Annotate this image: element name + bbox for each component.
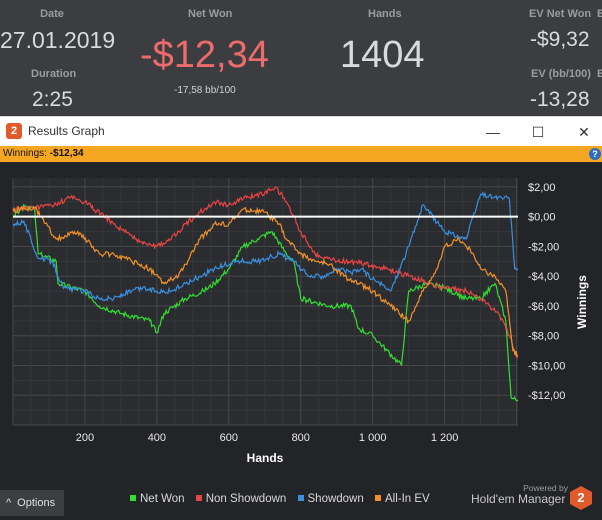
y-tick-label: -$4,00 [528, 271, 559, 283]
stat-hands-value: 1404 [340, 34, 425, 76]
x-tick-label: 200 [76, 432, 94, 444]
stat-duration-value: 2:25 [32, 88, 73, 111]
x-tick-label: 1 000 [359, 432, 387, 444]
window-titlebar[interactable]: 2 Results Graph — ☐ ✕ [0, 116, 602, 146]
grid-lines [12, 178, 518, 426]
stat-duration-label: Duration [31, 68, 77, 80]
y-tick-label: -$12,00 [528, 390, 565, 402]
stat-net-won-value: -$12,34 [140, 34, 269, 76]
legend-item-non-showdown[interactable]: Non Showdown [195, 493, 287, 505]
legend-swatch-net-won [130, 494, 136, 501]
y-axis-label: Winnings [575, 275, 589, 329]
legend-swatch-showdown [297, 494, 304, 501]
legend-item-net-won[interactable]: Net Won [130, 493, 185, 505]
stat-date-label: Date [40, 8, 64, 20]
x-tick-label: 600 [220, 432, 238, 444]
legend-label-net-won: Net Won [140, 493, 185, 505]
stat-ev-net-won-label: EV Net Won [529, 8, 592, 20]
stat-cut-label-1: B [597, 8, 602, 20]
stat-ev-net-won-value: -$9,32 [530, 28, 590, 51]
options-button[interactable]: ^ Options [0, 490, 64, 516]
legend-swatch-non-showdown [195, 494, 202, 501]
winnings-summary: Winnings: -$12,34 [3, 148, 84, 159]
legend-swatch-all-in-ev [374, 494, 381, 501]
maximize-button[interactable]: ☐ [531, 124, 545, 140]
legend-item-all-in-ev[interactable]: All-In EV [374, 493, 430, 505]
y-tick-label: -$2,00 [528, 241, 559, 253]
chart-legend: Net Won Non Showdown Showdown All-In EV [130, 493, 438, 509]
series-line-non-showdown [12, 186, 519, 359]
legend-item-showdown[interactable]: Showdown [297, 493, 364, 505]
y-tick-label: $0,00 [528, 212, 556, 224]
legend-label-all-in-ev: All-In EV [384, 493, 430, 505]
legend-label-non-showdown: Non Showdown [205, 493, 287, 505]
y-tick-label: $2,00 [528, 182, 556, 194]
stat-date: Date [27, 8, 77, 20]
series-lines [12, 186, 519, 402]
help-icon[interactable]: ? [589, 148, 601, 160]
series-line-showdown [12, 191, 519, 302]
winnings-summary-value: -$12,34 [49, 148, 84, 159]
x-tick-label: 1 200 [431, 432, 459, 444]
results-graph-window: 2 Results Graph — ☐ ✕ Winnings: -$12,34 … [0, 116, 602, 520]
brand-logo-icon: 2 [570, 486, 592, 510]
stat-date-value: 27.01.2019 [0, 27, 116, 53]
y-tick-label: -$10,00 [528, 360, 565, 372]
legend-label-showdown: Showdown [307, 493, 364, 505]
stat-hands-label: Hands [368, 8, 402, 20]
brand-name: Hold'em Manager [471, 492, 566, 506]
chevron-up-icon: ^ [6, 497, 12, 509]
powered-by-text: Powered by [523, 483, 568, 493]
stat-net-won-label: Net Won [188, 8, 233, 20]
series-line-all-in-ev [12, 205, 519, 358]
close-button[interactable]: ✕ [578, 124, 590, 140]
results-chart: $2,00 $0,00 -$2,00 -$4,00 -$6,00 -$8,00 -$10,0… [12, 178, 589, 465]
y-axis-ticks: $2,00 $0,00 -$2,00 -$4,00 -$6,00 -$8,00 -$10,0… [528, 182, 565, 402]
options-label: Options [17, 497, 56, 509]
stat-net-won-bb100: -17,58 bb/100 [174, 85, 236, 96]
y-tick-label: -$6,00 [528, 301, 559, 313]
x-axis-ticks: 200 400 600 800 1 000 1 200 [76, 432, 459, 444]
stat-cut-label-2: E [597, 68, 602, 80]
app-logo-icon: 2 [6, 123, 22, 139]
x-tick-label: 800 [292, 432, 310, 444]
minimize-button[interactable]: — [486, 124, 500, 140]
stat-ev-bb100-label: EV (bb/100) [531, 68, 591, 80]
x-axis-label: Hands [247, 451, 284, 465]
y-tick-label: -$8,00 [528, 331, 559, 343]
x-tick-label: 400 [148, 432, 166, 444]
plot-background [13, 178, 518, 425]
results-chart-area: $2,00 $0,00 -$2,00 -$4,00 -$6,00 -$8,00 -$10,0… [0, 162, 602, 520]
session-stats-panel: Date 27.01.2019 Duration 2:25 Net Won -$… [0, 0, 602, 116]
winnings-summary-bar: Winnings: -$12,34 ? [0, 146, 602, 162]
winnings-summary-label: Winnings: [3, 148, 47, 159]
window-title: Results Graph [28, 124, 105, 138]
stat-ev-bb100-value: -13,28 [530, 88, 590, 111]
series-line-net-won [12, 203, 519, 402]
